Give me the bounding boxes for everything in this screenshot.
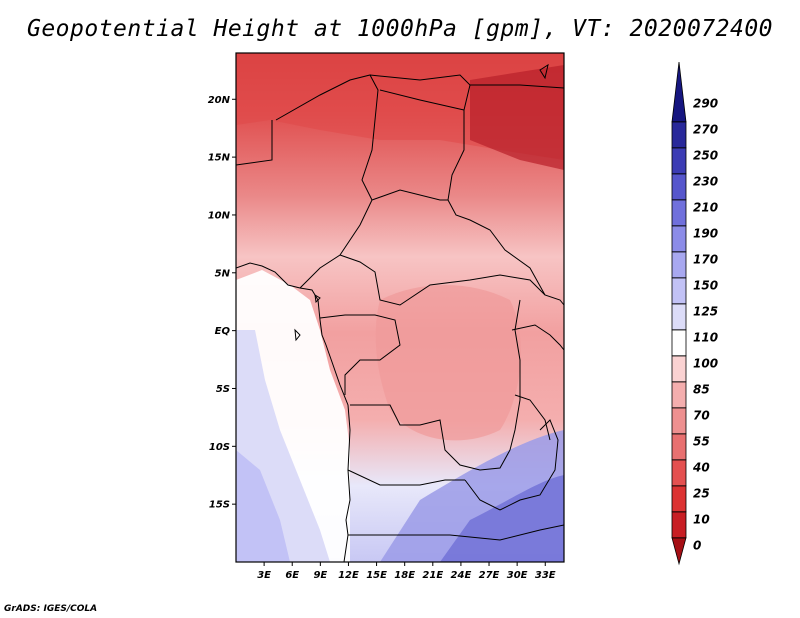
- colorbar-segment: [671, 433, 687, 461]
- colorbar-segment: [671, 329, 687, 357]
- map-frame: [235, 52, 565, 563]
- colorbar-segment: [671, 381, 687, 409]
- colorbar-segment: [671, 537, 687, 566]
- lat-tick-label: 15N: [208, 153, 231, 164]
- latitude-axis: 20N 15N 10N 5N EQ 5S 10S 15S: [208, 95, 236, 511]
- lon-tick-label: 9E: [313, 570, 327, 581]
- colorbar-level-label: 10: [693, 513, 710, 527]
- country-borders: [236, 63, 564, 562]
- colorbar-segment: [671, 303, 687, 331]
- colorbar-level-label: 250: [693, 149, 718, 163]
- low-region-northeast-core: [470, 65, 564, 170]
- colorbar: 0 10 25 40 55 70 85 100 110 125 150 170 190 210 230 250…: [671, 61, 718, 566]
- colorbar-segment: [671, 355, 687, 383]
- lon-tick-label: 27E: [479, 570, 500, 581]
- colorbar-segment: [671, 485, 687, 513]
- lon-tick-label: 18E: [394, 570, 415, 581]
- colorbar-level-label: 25: [693, 487, 710, 501]
- colorbar-level-label: 230: [693, 175, 718, 189]
- lon-tick-label: 12E: [338, 570, 359, 581]
- lat-tick-label: 20N: [208, 95, 231, 106]
- colorbar-level-label: 110: [693, 331, 718, 345]
- lat-tick-label: EQ: [215, 326, 231, 337]
- colorbar-level-label: 150: [693, 279, 718, 293]
- colorbar-level-label: 85: [693, 383, 710, 397]
- colorbar-level-label: 170: [693, 253, 718, 267]
- lon-tick-label: 24E: [451, 570, 472, 581]
- colorbar-segment: [671, 251, 687, 279]
- grads-credit: GrADS: IGES/COLA: [4, 604, 98, 614]
- colorbar-level-label: 70: [693, 409, 710, 423]
- colorbar-level-label: 125: [693, 305, 718, 319]
- colorbar-level-label: 55: [693, 435, 710, 449]
- colorbar-segment: [671, 225, 687, 253]
- lat-tick-label: 5S: [216, 384, 230, 395]
- colorbar-level-label: 270: [693, 123, 718, 137]
- lat-tick-label: 15S: [209, 500, 230, 511]
- central-basin: [375, 285, 521, 441]
- ocean-lower-southwest: [236, 450, 290, 562]
- colorbar-level-label: 100: [693, 357, 718, 371]
- colorbar-segment: [671, 121, 687, 149]
- colorbar-segment: [671, 277, 687, 305]
- lat-tick-label: 10N: [208, 210, 231, 221]
- colorbar-segment: [671, 173, 687, 201]
- colorbar-level-label: 210: [693, 201, 718, 215]
- colorbar-segment: [671, 407, 687, 435]
- colorbar-segment: [671, 199, 687, 227]
- colorbar-segment: [671, 61, 687, 123]
- lon-tick-label: 21E: [422, 570, 443, 581]
- colorbar-segment: [671, 147, 687, 175]
- colorbar-level-label: 0: [693, 539, 701, 553]
- colorbar-level-label: 40: [692, 461, 710, 475]
- lon-tick-label: 30E: [507, 570, 528, 581]
- colorbar-level-label: 290: [693, 97, 718, 111]
- lon-tick-label: 15E: [366, 570, 387, 581]
- colorbar-segment: [671, 459, 687, 487]
- lat-tick-label: 5N: [215, 268, 231, 279]
- lon-tick-label: 6E: [285, 570, 299, 581]
- lon-tick-label: 3E: [257, 570, 271, 581]
- colorbar-level-label: 190: [693, 227, 718, 241]
- lon-tick-label: 33E: [535, 570, 556, 581]
- longitude-axis: 3E 6E 9E 12E 15E 18E 21E 24E 27E 30E 33E: [257, 562, 556, 581]
- height-field: [236, 53, 564, 562]
- map-title: Geopotential Height at 1000hPa [gpm], VT…: [26, 16, 774, 42]
- lat-tick-label: 10S: [209, 442, 230, 453]
- colorbar-segment: [671, 511, 687, 539]
